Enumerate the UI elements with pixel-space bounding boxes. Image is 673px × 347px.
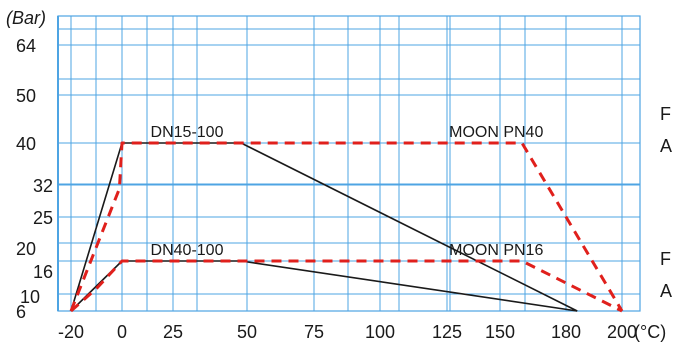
- series-annotation: DN40-100: [151, 242, 224, 259]
- y-tick-label: 10: [20, 287, 40, 307]
- y-tick-label: 20: [16, 239, 36, 259]
- side-letter: F: [660, 104, 671, 124]
- x-tick-label: 125: [432, 322, 462, 342]
- y-tick-label: 16: [33, 262, 53, 282]
- y-tick-label: 32: [33, 176, 53, 196]
- x-tick-label: 0: [117, 322, 127, 342]
- side-letter: A: [660, 281, 672, 301]
- plot-frame: [57, 15, 641, 312]
- solid-series-line: [70, 260, 578, 312]
- x-tick-label: -20: [58, 322, 84, 342]
- x-axis-unit: (°C): [634, 322, 666, 342]
- side-letter: A: [660, 136, 672, 156]
- y-tick-label: 6: [16, 302, 26, 322]
- tick-labels: -20 0 25 50 75 100 125 150 180 200 610 16 20 25 32 40 50…: [16, 36, 637, 342]
- x-tick-label: 150: [485, 322, 515, 342]
- y-tick-label: 40: [16, 134, 36, 154]
- side-letter: F: [660, 249, 671, 269]
- series-annotation: DN15-100: [151, 124, 224, 141]
- x-tick-label: 200: [607, 322, 637, 342]
- y-tick-label: 25: [33, 208, 53, 228]
- dashed-series-line: [69, 141, 624, 312]
- grid: [58, 16, 640, 312]
- series-annotation: MOON PN40: [449, 124, 543, 141]
- series-annotation: MOON PN16: [449, 242, 543, 259]
- y-tick-label: 64: [16, 36, 36, 56]
- plot-border: [57, 15, 641, 312]
- dashed-series-line: [70, 259, 623, 313]
- x-tick-label: 50: [237, 322, 257, 342]
- x-tick-label: 25: [163, 322, 183, 342]
- series-group: [69, 141, 624, 313]
- x-tick-label: 100: [365, 322, 395, 342]
- x-tick-label: 75: [304, 322, 324, 342]
- y-axis-label: (Bar): [6, 8, 46, 28]
- y-tick-label: 50: [16, 86, 36, 106]
- x-tick-label: 180: [551, 322, 581, 342]
- solid-series-line: [70, 142, 578, 312]
